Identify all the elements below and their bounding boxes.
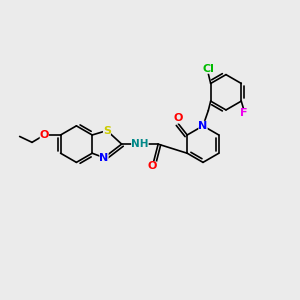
Text: N: N [198, 121, 208, 131]
Text: NH: NH [131, 139, 148, 149]
Text: F: F [240, 109, 247, 118]
Text: Cl: Cl [202, 64, 214, 74]
Text: O: O [148, 161, 157, 172]
Text: N: N [99, 153, 109, 163]
Text: O: O [174, 113, 183, 124]
Text: S: S [103, 126, 111, 136]
Text: O: O [40, 130, 49, 140]
